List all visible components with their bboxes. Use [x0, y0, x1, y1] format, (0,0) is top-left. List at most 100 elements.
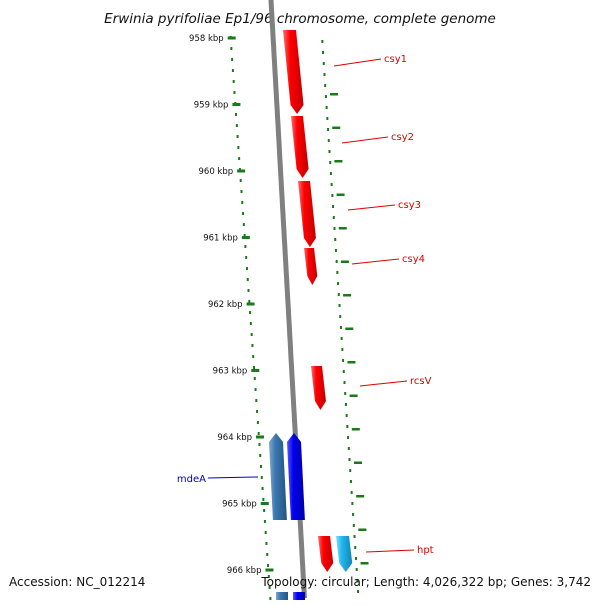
inner-tick-mark	[263, 509, 266, 512]
outer-tick-mark	[342, 370, 345, 373]
outer-tick-mark	[331, 194, 334, 197]
unlabeled-gene-arrow[interactable]	[336, 536, 353, 572]
outer-tick-mark	[344, 403, 347, 406]
outer-major-tick	[358, 528, 367, 531]
outer-tick-track	[321, 40, 369, 604]
inner-tick-mark	[241, 201, 244, 204]
outer-major-tick	[345, 327, 354, 330]
outer-tick-mark	[354, 557, 357, 560]
mdeA-gene-arrow[interactable]	[287, 433, 305, 520]
kbp-tick-label: 960 kbp	[199, 167, 234, 177]
inner-tick-mark	[255, 399, 258, 402]
inner-tick-mark	[263, 520, 266, 523]
outer-tick-mark	[328, 150, 331, 153]
inner-tick-mark	[245, 256, 248, 259]
inner-tick-mark	[240, 190, 243, 193]
outer-tick-mark	[332, 205, 335, 208]
inner-tick-mark	[251, 344, 254, 347]
outer-tick-mark	[353, 535, 356, 538]
inner-tick-mark	[242, 212, 245, 215]
csy3-gene-arrow[interactable]	[298, 181, 316, 247]
outer-tick-mark	[339, 315, 342, 318]
inner-tick-mark	[254, 388, 257, 391]
inner-tick-mark	[237, 146, 240, 149]
csy1-gene-arrow[interactable]	[283, 30, 304, 114]
outer-tick-mark	[350, 491, 353, 494]
csy2-gene-arrow[interactable]	[291, 116, 309, 178]
mdeA-label-leader	[207, 476, 259, 479]
kbp-tick-label: 966 kbp	[227, 566, 262, 576]
inner-tick-mark	[267, 564, 270, 567]
inner-tick-mark	[252, 355, 255, 358]
outer-major-tick	[340, 260, 349, 263]
outer-tick-mark	[334, 238, 337, 241]
outer-tick-mark	[342, 359, 345, 362]
kbp-tick-label: 959 kbp	[194, 101, 229, 111]
csy1-gene-label[interactable]: csy1	[384, 54, 407, 65]
csy1-label-leader	[333, 58, 382, 67]
rcsV-gene-arrow[interactable]	[311, 366, 326, 410]
inner-tick-mark	[245, 267, 248, 270]
outer-tick-mark	[338, 304, 341, 307]
csy3-gene-label[interactable]: csy3	[398, 200, 421, 211]
mdeA-gene-label[interactable]: mdeA	[177, 474, 206, 485]
inner-tick-mark	[261, 487, 264, 490]
kbp-major-tick	[251, 369, 260, 372]
inner-tick-mark	[253, 377, 256, 380]
kbp-major-tick	[260, 502, 269, 505]
accession-text: Accession: NC_012214	[9, 575, 145, 589]
outer-tick-mark	[332, 216, 335, 219]
outer-major-tick	[360, 562, 369, 565]
outer-tick-mark	[351, 502, 354, 505]
inner-tick-mark	[256, 421, 259, 424]
inner-tick-mark	[243, 234, 246, 237]
inner-tick-mark	[256, 410, 259, 413]
map-title: Erwinia pyrifoliae Ep1/96 chromosome, co…	[104, 11, 496, 27]
csy4-gene-label[interactable]: csy4	[402, 254, 425, 265]
hpt-gene-arrow[interactable]	[318, 536, 334, 572]
outer-major-tick	[349, 394, 358, 397]
outer-major-tick	[356, 495, 365, 498]
outer-tick-mark	[339, 326, 342, 329]
offscreen-gene-stub	[276, 592, 288, 600]
outer-tick-mark	[349, 480, 352, 483]
inner-tick-mark	[232, 80, 235, 83]
genome-stats-text: Topology: circular; Length: 4,026,322 bp…	[260, 575, 591, 589]
inner-tick-mark	[235, 124, 238, 127]
outer-tick-mark	[330, 183, 333, 186]
outer-tick-mark	[355, 568, 358, 571]
inner-tick-mark	[235, 113, 238, 116]
inner-tick-mark	[257, 432, 260, 435]
outer-tick-mark	[341, 348, 344, 351]
rcsV-gene-label[interactable]: rcsV	[410, 376, 432, 387]
inner-tick-mark	[266, 553, 269, 556]
inner-tick-mark	[265, 542, 268, 545]
csy4-gene-arrow[interactable]	[304, 248, 318, 285]
hpt-gene-label[interactable]: hpt	[417, 545, 434, 556]
inner-tick-mark	[242, 223, 245, 226]
inner-tick-mark	[246, 278, 249, 281]
outer-tick-mark	[352, 513, 355, 516]
inner-tick-mark	[247, 289, 250, 292]
kbp-major-tick	[246, 302, 255, 306]
inner-tick-mark	[267, 575, 270, 578]
csy2-gene-label[interactable]: csy2	[391, 132, 414, 143]
outer-tick-mark	[336, 271, 339, 274]
unlabeled-gene-arrow[interactable]	[269, 433, 287, 520]
outer-major-tick	[336, 193, 345, 196]
inner-tick-mark	[252, 366, 255, 369]
kbp-tick-label: 963 kbp	[213, 367, 248, 377]
outer-tick-mark	[348, 458, 351, 461]
outer-tick-mark	[333, 227, 336, 230]
outer-tick-mark	[352, 524, 355, 527]
inner-tick-mark	[269, 597, 272, 600]
inner-tick-mark	[249, 311, 252, 314]
kbp-major-tick	[237, 169, 246, 173]
kbp-major-tick	[241, 236, 250, 239]
outer-tick-mark	[357, 590, 360, 593]
outer-major-tick	[351, 428, 360, 431]
outer-major-tick	[330, 93, 339, 96]
kbp-major-tick	[265, 568, 274, 572]
outer-tick-mark	[337, 282, 340, 285]
gene-features	[269, 30, 353, 600]
